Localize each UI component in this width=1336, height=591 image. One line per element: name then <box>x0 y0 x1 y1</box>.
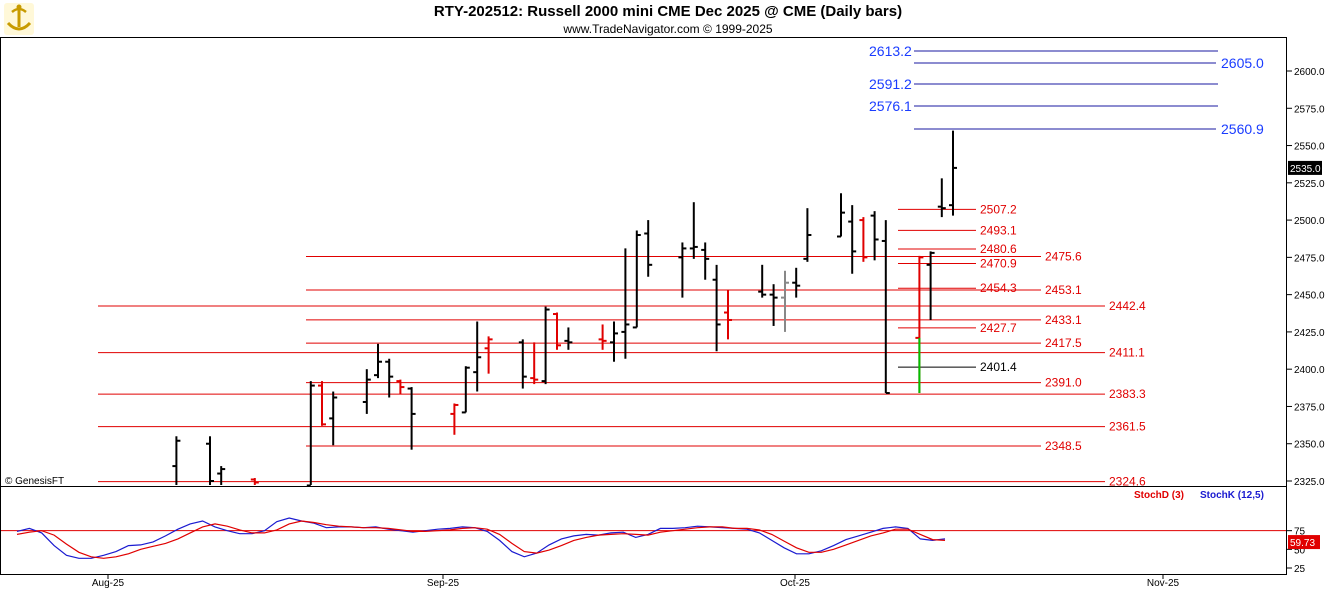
level-label: 2433.1 <box>1045 313 1082 327</box>
last-price-tag <box>1288 160 1322 175</box>
price-tick-label: 2600.0 <box>1294 67 1325 78</box>
target-label: 2605.0 <box>1221 55 1264 71</box>
time-axis: Aug-25 Sep-25 Oct-25 Nov-25 <box>92 574 1180 589</box>
level-label: 2475.6 <box>1045 249 1082 263</box>
support-resistance-levels: 2507.2 2493.1 2480.6 2475.6 2470.9 2454.3 2453… <box>98 202 1146 489</box>
price-tick-label: 2350.0 <box>1294 440 1325 451</box>
stoch-series-line <box>16 517 946 559</box>
level-label: 2493.1 <box>980 223 1017 237</box>
time-tick-label: Nov-25 <box>1147 578 1180 589</box>
price-panel-frame <box>0 37 1287 487</box>
price-tick-label: 2325.0 <box>1294 477 1325 488</box>
stoch-tick-label: 50 <box>1294 545 1306 556</box>
stoch-legend-k: StochK (12,5) <box>1200 490 1264 501</box>
target-levels: 2613.2 2605.0 2591.2 2576.1 2560.9 <box>869 43 1264 137</box>
stoch-panel-frame <box>0 486 1287 575</box>
level-label: 2454.3 <box>980 281 1017 295</box>
level-label: 2442.4 <box>1109 299 1146 313</box>
level-label: 2453.1 <box>1045 283 1082 297</box>
time-tick-label: Oct-25 <box>780 578 810 589</box>
level-label: 2391.0 <box>1045 376 1082 390</box>
price-tick-label: 2400.0 <box>1294 365 1325 376</box>
level-label: 2401.4 <box>980 360 1017 374</box>
price-tick-label: 2450.0 <box>1294 291 1325 302</box>
level-label: 2411.1 <box>1109 346 1145 360</box>
target-label: 2560.9 <box>1221 121 1264 137</box>
chart-subtitle: www.TradeNavigator.com © 1999-2025 <box>563 22 773 36</box>
price-tick-label: 2525.0 <box>1294 179 1325 190</box>
ohlc-bars: © GenesisFT <box>5 130 957 487</box>
stoch-last-tag <box>1288 535 1320 550</box>
price-tick-label: 2375.0 <box>1294 402 1325 413</box>
level-label: 2480.6 <box>980 242 1017 256</box>
stoch-tick-label: 25 <box>1294 564 1306 575</box>
price-tick-label: 2575.0 <box>1294 104 1325 115</box>
target-label: 2591.2 <box>869 76 912 92</box>
target-label: 2613.2 <box>869 43 912 59</box>
price-axis <box>1287 37 1336 591</box>
level-label: 2348.5 <box>1045 439 1082 453</box>
level-label: 2427.7 <box>980 321 1017 335</box>
stoch-tick-label: 75 <box>1294 527 1306 538</box>
target-label: 2576.1 <box>869 98 912 114</box>
price-tick-label: 2425.0 <box>1294 328 1325 339</box>
stoch-legend-d: StochD (3) <box>1134 490 1184 501</box>
watermark: © GenesisFT <box>5 476 64 487</box>
price-axis-ticks: 2325.0 2350.0 2375.0 2400.0 2425.0 2450.0 2475… <box>1287 67 1325 488</box>
last-price-value: 2535.0 <box>1290 164 1321 175</box>
price-tick-label: 2550.0 <box>1294 142 1325 153</box>
price-tick-label: 2475.0 <box>1294 253 1325 264</box>
chart-title: RTY-202512: Russell 2000 mini CME Dec 20… <box>433 3 903 20</box>
trade-navigator-logo-icon <box>4 3 34 35</box>
level-label: 2361.5 <box>1109 420 1146 434</box>
level-label: 2383.3 <box>1109 387 1146 401</box>
time-tick-label: Aug-25 <box>92 578 125 589</box>
level-label: 2470.9 <box>980 256 1017 270</box>
level-label: 2507.2 <box>980 202 1017 216</box>
level-label: 2417.5 <box>1045 336 1082 350</box>
time-tick-label: Sep-25 <box>427 578 460 589</box>
price-tick-label: 2500.0 <box>1294 216 1325 227</box>
stoch-series-line <box>16 520 946 559</box>
level-label: 2324.6 <box>1109 475 1146 489</box>
stoch-last-value: 59.73 <box>1290 538 1315 549</box>
